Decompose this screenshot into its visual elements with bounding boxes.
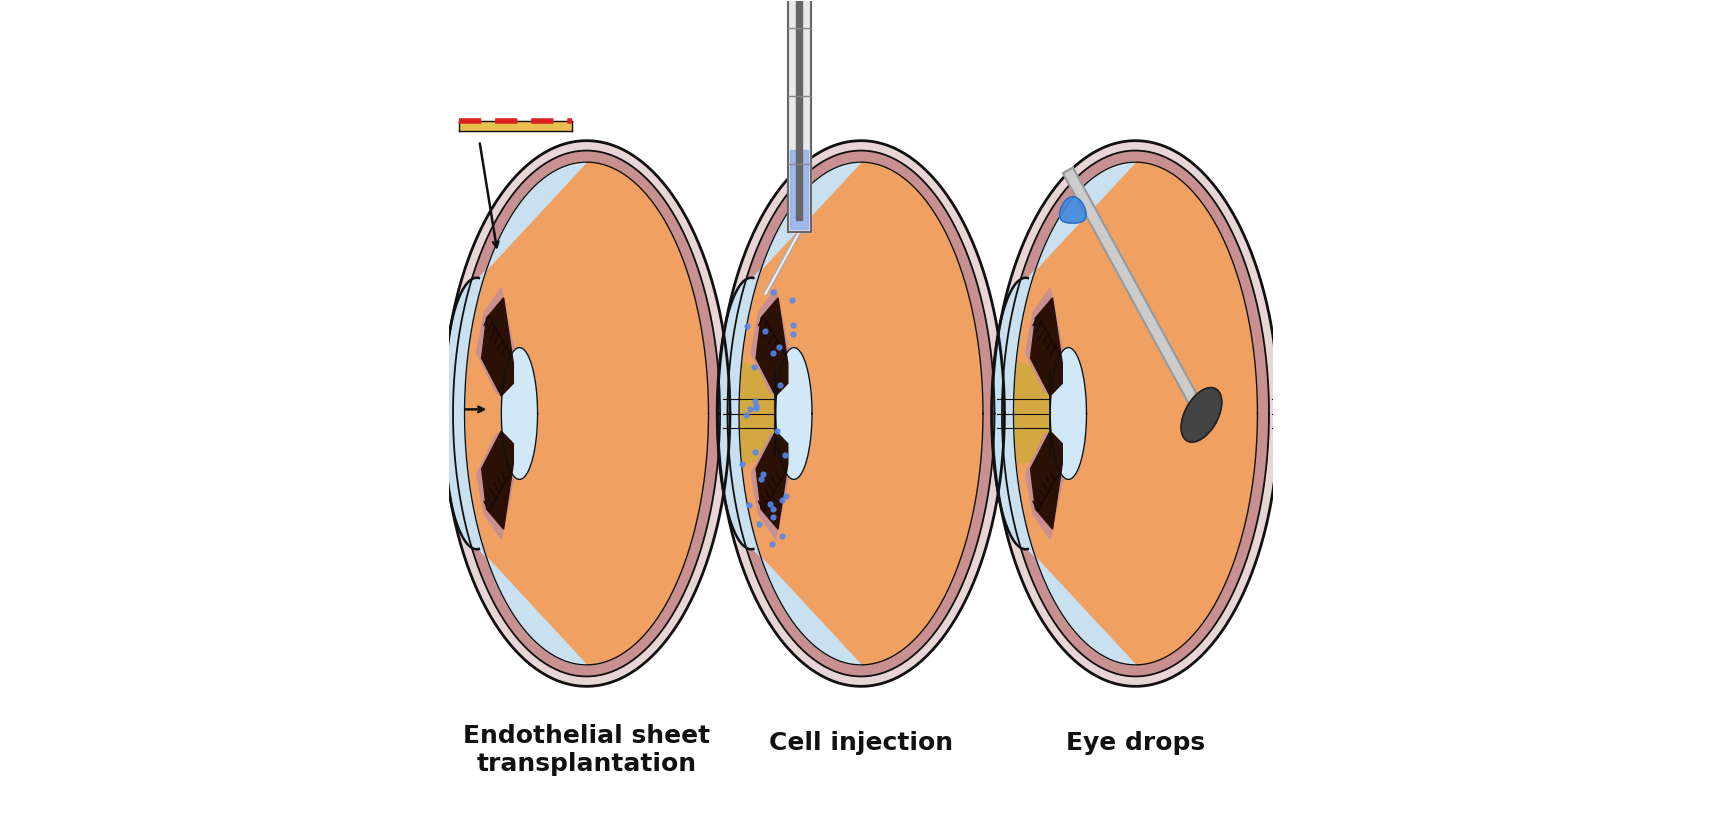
Polygon shape xyxy=(1026,288,1064,394)
Polygon shape xyxy=(1002,359,1050,468)
Polygon shape xyxy=(787,0,811,232)
Text: Cell injection: Cell injection xyxy=(770,731,952,755)
Polygon shape xyxy=(1050,347,1087,480)
Polygon shape xyxy=(716,162,861,665)
Polygon shape xyxy=(739,162,983,665)
Polygon shape xyxy=(718,141,1004,686)
Polygon shape xyxy=(727,359,775,468)
Polygon shape xyxy=(756,298,787,396)
Polygon shape xyxy=(453,151,720,676)
Polygon shape xyxy=(992,162,1135,665)
Polygon shape xyxy=(1026,433,1064,539)
Polygon shape xyxy=(992,141,1279,686)
Text: Eye drops: Eye drops xyxy=(1066,731,1205,755)
Polygon shape xyxy=(458,121,572,131)
Polygon shape xyxy=(1276,359,1324,468)
Polygon shape xyxy=(1276,359,1324,468)
Polygon shape xyxy=(756,431,787,529)
Polygon shape xyxy=(1030,298,1062,396)
Polygon shape xyxy=(777,347,813,480)
Polygon shape xyxy=(727,151,995,676)
Polygon shape xyxy=(1181,388,1221,442)
Polygon shape xyxy=(739,162,861,665)
Polygon shape xyxy=(1002,151,1269,676)
Polygon shape xyxy=(465,162,708,665)
Polygon shape xyxy=(790,150,808,229)
Polygon shape xyxy=(443,162,587,665)
Polygon shape xyxy=(796,0,802,220)
Polygon shape xyxy=(751,433,790,539)
Polygon shape xyxy=(477,433,517,539)
Polygon shape xyxy=(1014,162,1257,665)
Polygon shape xyxy=(1030,431,1062,529)
Polygon shape xyxy=(1059,197,1087,223)
Polygon shape xyxy=(1002,359,1050,468)
Polygon shape xyxy=(482,298,513,396)
Polygon shape xyxy=(477,288,517,394)
Polygon shape xyxy=(751,288,790,394)
Polygon shape xyxy=(1062,168,1200,404)
Polygon shape xyxy=(465,162,587,665)
Polygon shape xyxy=(501,347,537,480)
Polygon shape xyxy=(443,141,730,686)
Polygon shape xyxy=(727,359,775,468)
Polygon shape xyxy=(482,431,513,529)
Text: Endothelial sheet
transplantation: Endothelial sheet transplantation xyxy=(463,724,709,776)
Polygon shape xyxy=(1014,162,1135,665)
